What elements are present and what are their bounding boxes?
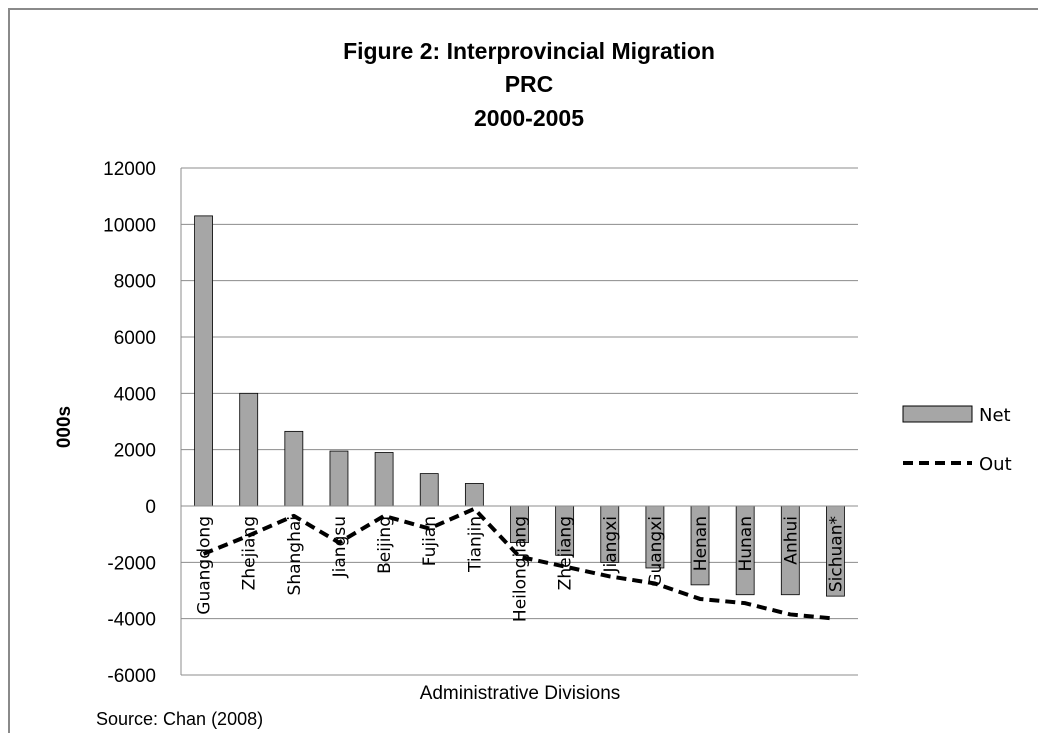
out-line [202, 506, 836, 621]
category-label: Heilongjiang [511, 516, 531, 622]
source-note: Source: Chan (2008) [96, 709, 263, 729]
x-axis-label: Administrative Divisions [420, 683, 621, 704]
legend-net-swatch [902, 405, 973, 423]
y-tick-label: 8000 [114, 272, 156, 293]
legend: Net Out [902, 405, 1012, 475]
y-tick-label: 4000 [114, 384, 156, 405]
y-axis-ticks: 12000 10000 8000 6000 4000 2000 0 -2000 -4000 -60… [103, 159, 156, 687]
category-label: Sichuan* [826, 516, 846, 592]
category-label: Tianjin [465, 516, 485, 573]
category-label: Guangxi [646, 516, 666, 587]
y-tick-label: -4000 [107, 610, 156, 631]
category-labels: Guangdong Zhejiang Shanghai Jiangsu Beijing F… [195, 516, 847, 622]
out-series [202, 506, 836, 621]
net-bar [239, 392, 259, 507]
category-label: Beijing [375, 516, 395, 574]
category-label: Guangdong [195, 516, 215, 615]
net-bars [194, 215, 845, 597]
chart-title-line-1: Figure 2: Interprovincial Migration [343, 38, 715, 64]
chart-title-line-3: 2000-2005 [474, 105, 584, 131]
category-label: Zhejiang [556, 516, 576, 590]
y-tick-label: 12000 [103, 159, 156, 180]
y-tick-label: 2000 [114, 441, 156, 462]
net-bar [194, 215, 213, 507]
y-tick-label: -6000 [107, 666, 156, 687]
category-label: Anhui [781, 516, 801, 565]
net-bar [464, 483, 484, 507]
category-label: Hunan [736, 516, 756, 572]
net-bar [374, 452, 394, 507]
y-tick-label: 6000 [114, 328, 156, 349]
net-bar [329, 450, 349, 507]
legend-out-label: Out [979, 454, 1012, 475]
net-bar [284, 430, 304, 507]
chart-title-line-2: PRC [505, 71, 554, 97]
y-tick-label: 10000 [103, 215, 156, 236]
category-label: Shanghai [285, 516, 305, 595]
category-label: Zhejiang [240, 516, 260, 590]
gridlines [181, 167, 858, 676]
category-label: Jiangxi [601, 516, 621, 574]
category-label: Jiangsu [330, 516, 350, 578]
legend-net-label: Net [979, 405, 1011, 426]
y-tick-label: -2000 [107, 553, 156, 574]
net-bar [419, 473, 439, 507]
y-tick-label: 0 [145, 497, 156, 518]
category-label: Henan [691, 516, 711, 571]
y-axis-label: 000s [54, 406, 75, 448]
